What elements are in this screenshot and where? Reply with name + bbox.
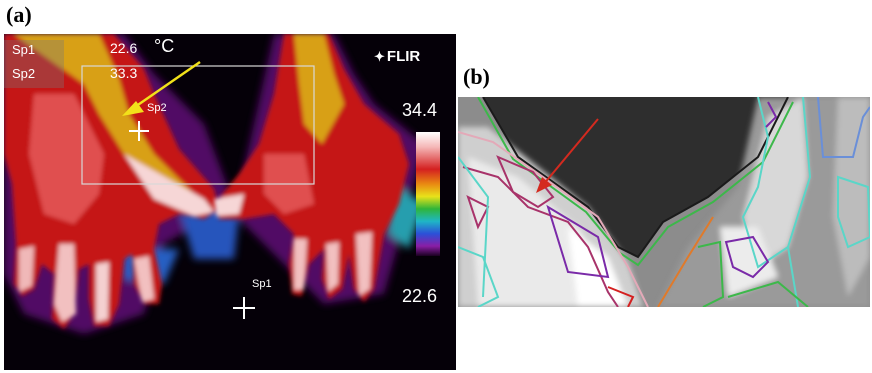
annotation-arrow — [122, 60, 201, 116]
thermal-image-panel: Sp1 Sp2 22.6 °C 33.3 ✦ FLIR 34.4 22.6 Sp… — [4, 34, 456, 370]
spot-1-name: Sp1 — [12, 42, 36, 57]
scale-min-value: 22.6 — [402, 286, 438, 306]
spot-sp1-crosshair — [233, 297, 255, 319]
spot-sp2-crosshair — [129, 121, 149, 141]
thermal-image — [4, 34, 456, 370]
flir-brand-text: FLIR — [386, 48, 421, 65]
spot-2-name: Sp2 — [12, 66, 36, 81]
panel-b-label: (b) — [463, 64, 490, 89]
marker-sp1-label: Sp1 — [252, 278, 272, 290]
spot-label-bg — [4, 40, 64, 88]
segmentation-panel — [458, 97, 870, 307]
spot-2-value: 33.3 — [110, 65, 138, 81]
measurement-box — [81, 65, 315, 185]
marker-sp2-label: Sp2 — [147, 102, 167, 114]
panel-a-label: (a) — [6, 2, 32, 27]
flir-diamond-icon: ✦ — [374, 48, 385, 64]
segmentation-image — [458, 97, 870, 307]
scale-max-value: 34.4 — [402, 100, 438, 120]
annotation-arrow-red — [536, 118, 599, 193]
flir-logo: ✦ FLIR — [374, 48, 420, 65]
temperature-unit: °C — [154, 36, 175, 56]
temperature-scale-bar — [416, 132, 440, 256]
spot-1-value: 22.6 — [110, 40, 138, 56]
